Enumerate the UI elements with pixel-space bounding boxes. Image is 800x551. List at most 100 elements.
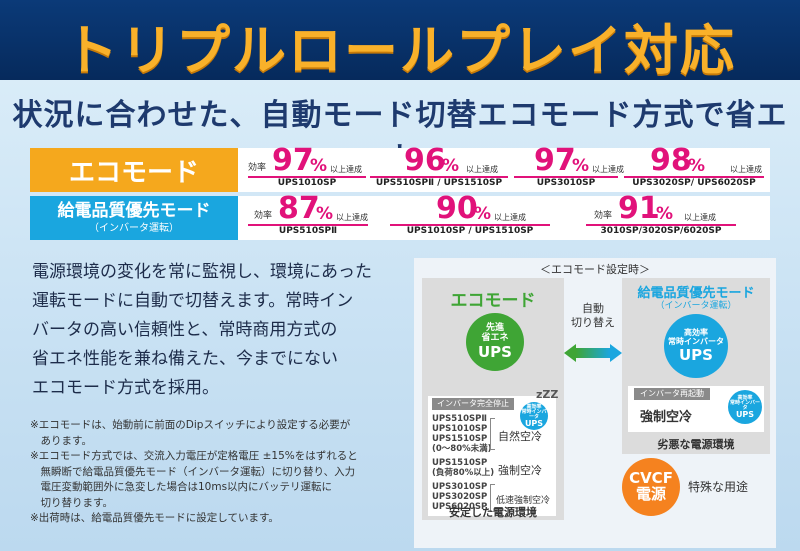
running-ups-icon: 高効率 常時インバータ UPS bbox=[728, 390, 762, 424]
efficiency-suffix: 以上達成 bbox=[730, 165, 762, 174]
bracket bbox=[490, 418, 495, 450]
efficiency-model: UPS510SPⅡ / UPS1510SP bbox=[375, 178, 503, 188]
description-line: 電源環境の変化を常に監視し、環境にあった bbox=[32, 262, 372, 282]
efficiency-underline bbox=[514, 176, 618, 178]
arrow-right-icon bbox=[610, 344, 622, 362]
priority-column: 給電品質優先モード （インバータ運転） 高効率 常時インバータ UPS インバー… bbox=[622, 278, 770, 454]
efficiency-underline bbox=[248, 176, 366, 178]
small-ups-text: 常時インバータ bbox=[521, 408, 547, 420]
header-banner: トリプルロールプレイ対応 bbox=[0, 0, 800, 82]
efficiency-unit: % bbox=[656, 204, 674, 224]
priority-column-title: 給電品質優先モード bbox=[637, 286, 755, 301]
efficiency-unit: % bbox=[316, 204, 334, 224]
small-ups-text: UPS bbox=[524, 418, 544, 428]
circle-text: 常時インバータ bbox=[668, 337, 724, 347]
inverter-stop-label: インバータ完全停止 bbox=[432, 398, 514, 410]
double-arrow-icon bbox=[576, 348, 610, 358]
model-name: (0～80%未満) bbox=[432, 444, 492, 454]
efficiency-model: UPS1010SP bbox=[277, 178, 337, 188]
priority-efficiency-1: 効率 87 % 以上達成 UPS510SPⅡ bbox=[248, 191, 368, 238]
priority-column-subtitle: （インバータ運転） bbox=[655, 301, 737, 311]
efficiency-underline bbox=[586, 224, 736, 226]
description-line: 省エネ性能を兼ね備えた、今までにない bbox=[32, 349, 338, 369]
circle-text: 高効率 bbox=[684, 328, 708, 338]
model-name: UPS1510SP bbox=[432, 458, 488, 468]
efficiency-underline bbox=[370, 176, 508, 178]
switch-text: 自動 bbox=[582, 302, 604, 315]
efficiency-model: UPS1010SP / UPS1510SP bbox=[406, 226, 534, 236]
efficiency-unit: % bbox=[474, 204, 492, 224]
efficiency-value: 87 bbox=[278, 191, 320, 226]
circle-text: UPS bbox=[478, 342, 512, 361]
auto-switch: 自動 切り替え bbox=[564, 298, 622, 378]
small-ups-text: 高効率 bbox=[737, 394, 753, 401]
description: 電源環境の変化を常に監視し、環境にあった 運転モードに自動で切替えます。常時イン… bbox=[32, 258, 412, 403]
footnote: 切り替ります。 bbox=[30, 496, 113, 509]
eco-efficiency-2: 96 % 以上達成 UPS510SPⅡ / UPS1510SP bbox=[370, 143, 508, 190]
small-ups-text: 高効率 bbox=[526, 403, 542, 410]
footnote: 電圧変動範囲外に急変した場合は10ms以内にバッテリ運転に bbox=[30, 481, 333, 493]
efficiency-model: 3010SP/3020SP/6020SP bbox=[600, 226, 722, 236]
eco-mode-diagram: ＜エコモード設定時＞ エコモード 先進 省エネ UPS インバータ完全停止 高効… bbox=[414, 258, 776, 548]
banner-title: トリプルロールプレイ対応 bbox=[64, 19, 736, 82]
efficiency-model: UPS510SPⅡ bbox=[278, 226, 338, 236]
efficiency-underline bbox=[248, 224, 368, 226]
efficiency-suffix: 以上達成 bbox=[494, 213, 526, 222]
efficiency-unit: % bbox=[310, 156, 328, 176]
model-name: UPS6020SP bbox=[432, 502, 488, 512]
model-name: UPS3020SP bbox=[432, 492, 488, 502]
cvcf-text: 電源 bbox=[635, 485, 666, 503]
circle-text: 先進 bbox=[485, 322, 504, 333]
special-use-label: 特殊な用途 bbox=[688, 480, 749, 494]
efficiency-unit: % bbox=[442, 156, 460, 176]
priority-efficiency-3: 効率 91 % 以上達成 3010SP/3020SP/6020SP bbox=[586, 191, 736, 238]
eco-efficiency-1: 効率 97 % 以上達成 UPS1010SP bbox=[248, 143, 366, 190]
natural-cooling-label: 自然空冷 bbox=[498, 430, 542, 443]
eco-mode-row: エコモード 効率 97 % 以上達成 UPS1010SP 96 % 以上達成 U… bbox=[30, 143, 770, 192]
efficiency-suffix: 以上達成 bbox=[592, 165, 624, 174]
description-line: バータの高い信頼性と、常時商用方式の bbox=[32, 320, 338, 340]
efficiency-model: UPS3020SP/ UPS6020SP bbox=[632, 178, 756, 188]
model-group-natural: UPS510SPⅡ UPS1010SP UPS1510SP (0～80%未満) bbox=[432, 414, 492, 454]
efficiency-suffix: 以上達成 bbox=[336, 213, 368, 222]
model-name: (負荷80%以上) bbox=[432, 468, 495, 478]
efficiency-suffix: 以上達成 bbox=[684, 213, 716, 222]
footnote: ※エコモード方式では、交流入力電圧が定格電圧 ±15%をはずれると bbox=[30, 450, 358, 462]
efficiency-value: 90 bbox=[436, 191, 478, 226]
inverter-restart-box: インバータ再起動 強制空冷 高効率 常時インバータ UPS bbox=[628, 386, 764, 432]
efficiency-value: 96 bbox=[404, 143, 446, 178]
efficiency-suffix: 以上達成 bbox=[330, 165, 362, 174]
cvcf-text: CVCF bbox=[629, 469, 673, 488]
description-line: エコモード方式を採用。 bbox=[32, 378, 219, 398]
bracket bbox=[490, 484, 495, 512]
low-speed-cooling-label: 低速強制空冷 bbox=[496, 496, 551, 506]
eco-column: エコモード 先進 省エネ UPS インバータ完全停止 高効率 常時インバータ U… bbox=[422, 278, 564, 520]
poor-environment-label: 劣悪な電源環境 bbox=[657, 438, 735, 451]
model-group-low: UPS3010SP UPS3020SP UPS6020SP bbox=[432, 482, 487, 512]
footnote: あります。 bbox=[30, 434, 92, 447]
efficiency-value: 91 bbox=[618, 191, 660, 226]
cvcf-power-circle: CVCF 電源 bbox=[622, 458, 680, 516]
model-name: UPS510SPⅡ bbox=[432, 414, 487, 424]
sleep-zzz: zZZ bbox=[536, 388, 559, 401]
efficiency-prefix: 効率 bbox=[594, 211, 613, 221]
priority-mode-subtitle: （インバータ運転） bbox=[89, 222, 179, 234]
eco-efficiency-4: 98 % 以上達成 UPS3020SP/ UPS6020SP bbox=[624, 143, 764, 190]
model-name: UPS3010SP bbox=[432, 482, 488, 492]
inverter-restart-label: インバータ再起動 bbox=[634, 388, 710, 400]
efficiency-suffix: 以上達成 bbox=[466, 165, 498, 174]
efficiency-underline bbox=[390, 224, 550, 226]
eco-mode-label: エコモード bbox=[30, 148, 238, 192]
efficiency-unit: % bbox=[688, 156, 706, 176]
efficiency-underline bbox=[624, 176, 764, 178]
eco-column-title: エコモード bbox=[450, 291, 536, 311]
efficiency-unit: % bbox=[572, 156, 590, 176]
efficiency-value: 98 bbox=[650, 143, 692, 178]
stable-environment-label: 安定した電源環境 bbox=[449, 506, 537, 519]
small-ups-text: UPS bbox=[735, 409, 755, 419]
description-line: 運転モードに自動で切替えます。常時イン bbox=[32, 291, 354, 311]
footnote: ※エコモードは、始動前に前面のDipスイッチにより設定する必要が bbox=[30, 419, 351, 431]
eco-efficiency-3: 97 % 以上達成 UPS3010SP bbox=[514, 143, 624, 190]
forced-cooling-label: 強制空冷 bbox=[498, 464, 542, 477]
model-name: UPS1010SP bbox=[432, 424, 488, 434]
